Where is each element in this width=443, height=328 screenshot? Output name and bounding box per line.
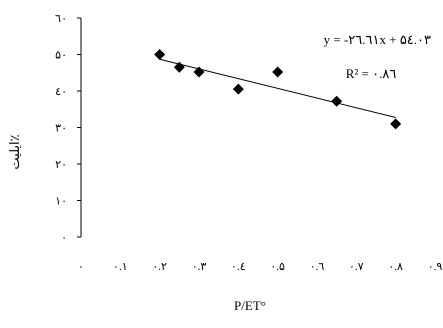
trendline-equation: y = -۲٦.٦۱x + ۵٤.۰۳ (324, 32, 431, 47)
y-tick-label: ۰ (61, 232, 67, 244)
x-tick-label: ۰.۸ (388, 261, 403, 273)
x-axis-ticks: ۰ ۰.۱ ۰.۲ ۰.۳ ۰.٤ ۰.۵ ۰.٦ ۰.۷ ۰.۸ ۰.۹ (78, 261, 442, 273)
x-tick-label: ۰ (78, 261, 84, 273)
x-axis-title: P/ET° (234, 298, 266, 313)
y-tick-label: ۵۰ (55, 50, 67, 62)
x-tick-label: ۰.٦ (310, 261, 325, 273)
data-points (154, 49, 402, 130)
data-point (272, 66, 284, 78)
data-point (193, 66, 205, 78)
y-tick-label: ۲۰ (55, 159, 67, 171)
x-tick-label: ۰.۱ (113, 261, 128, 273)
y-tick-label: ٤۰ (55, 86, 67, 98)
data-point (331, 95, 343, 107)
x-tick-label: ۰.۵ (270, 261, 285, 273)
x-tick-label: ۰.٤ (231, 261, 246, 273)
y-tick-label: ۳۰ (55, 123, 67, 135)
data-point (173, 61, 185, 73)
y-tick-label: ۱۰ (55, 196, 67, 208)
x-tick-label: ۰.۷ (349, 261, 364, 273)
x-tick-label: ۰.۹ (428, 261, 443, 273)
data-point (232, 83, 244, 95)
x-tick-label: ۰.۳ (192, 261, 207, 273)
y-axis-title: ايليت٪ (7, 134, 22, 169)
data-point (154, 49, 166, 60)
x-tick-label: ۰.۲ (152, 261, 167, 273)
y-tick-label: ٦۰ (55, 13, 67, 25)
y-axis: ۰ ۱۰ ۲۰ ۳۰ ٤۰ ۵۰ ٦۰ (55, 13, 82, 244)
data-point (390, 118, 402, 130)
trendline-r2: R² = ۰.۸٦ (346, 66, 397, 81)
